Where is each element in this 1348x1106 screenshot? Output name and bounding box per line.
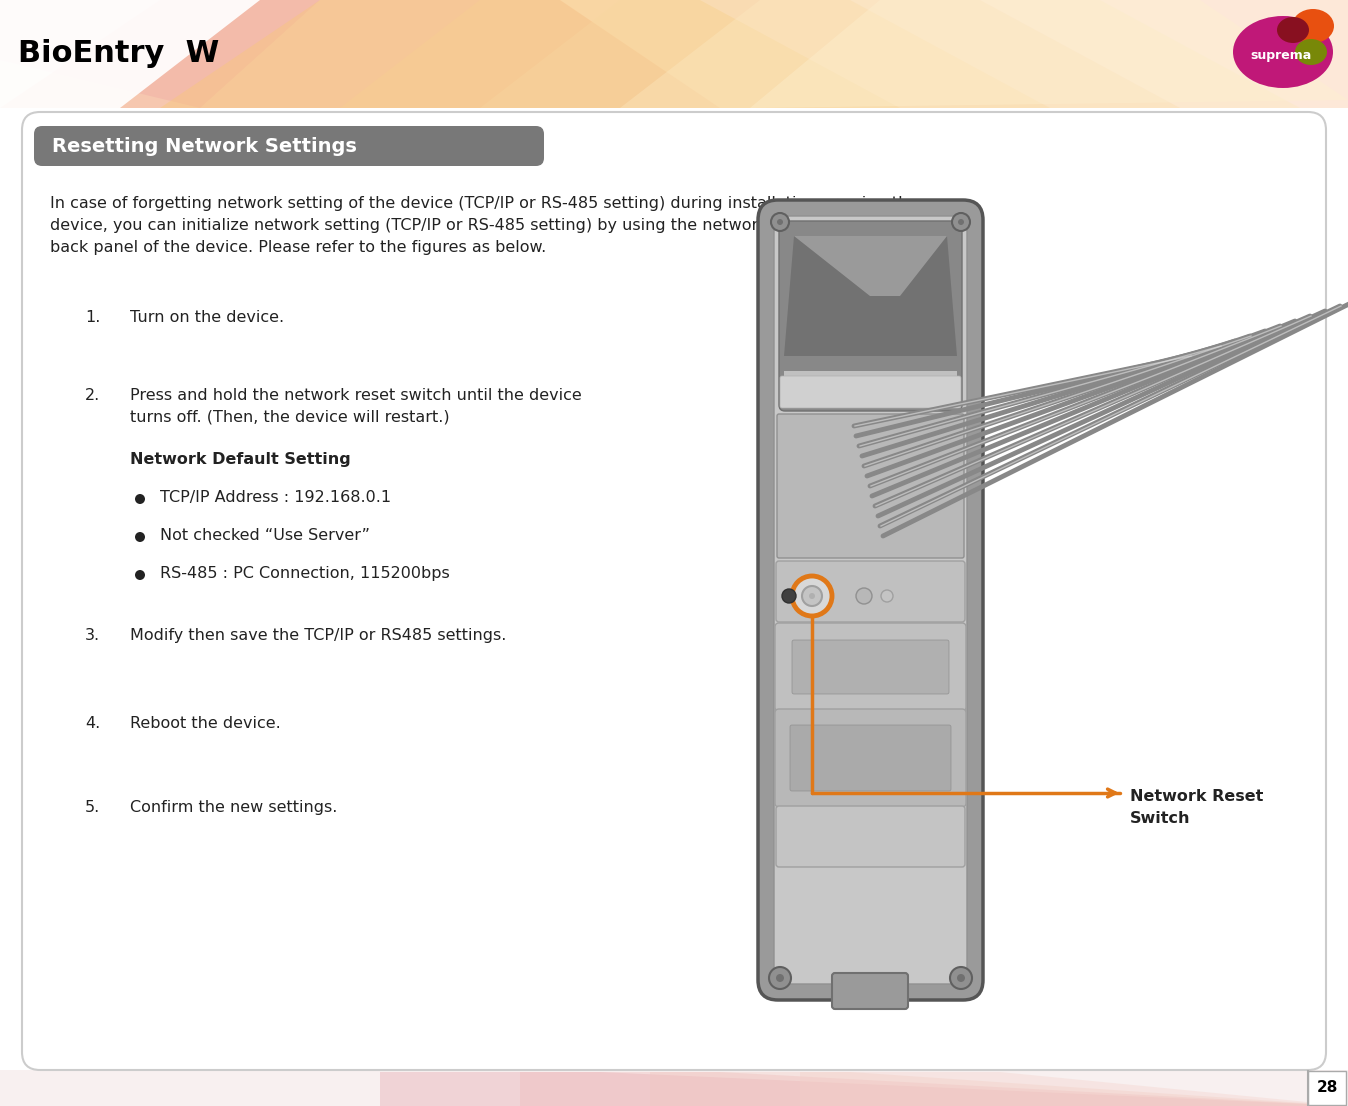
- Text: device, you can initialize network setting (TCP/IP or RS-485 setting) by using t: device, you can initialize network setti…: [50, 218, 926, 233]
- Circle shape: [882, 589, 892, 602]
- Circle shape: [771, 213, 789, 231]
- Circle shape: [958, 219, 964, 225]
- Bar: [0, 1070, 1348, 1106]
- Bar: [0, 0, 1348, 108]
- Text: 4.: 4.: [85, 716, 100, 731]
- Circle shape: [776, 219, 783, 225]
- Text: Network Default Setting: Network Default Setting: [129, 452, 350, 467]
- FancyBboxPatch shape: [776, 414, 964, 559]
- Polygon shape: [0, 0, 1348, 108]
- FancyBboxPatch shape: [779, 221, 962, 411]
- Circle shape: [952, 213, 971, 231]
- Polygon shape: [749, 0, 1348, 108]
- Text: Reboot the device.: Reboot the device.: [129, 716, 280, 731]
- Bar: [1308, 1071, 1347, 1105]
- Ellipse shape: [1295, 39, 1326, 65]
- Polygon shape: [0, 0, 720, 108]
- Circle shape: [957, 974, 965, 982]
- Circle shape: [856, 588, 872, 604]
- Text: 28: 28: [1316, 1081, 1337, 1096]
- Polygon shape: [480, 0, 1180, 108]
- FancyBboxPatch shape: [758, 200, 983, 1000]
- Text: 5.: 5.: [85, 800, 100, 815]
- Circle shape: [135, 532, 146, 542]
- Polygon shape: [620, 0, 1299, 108]
- Text: Switch: Switch: [1130, 811, 1190, 826]
- Polygon shape: [0, 0, 260, 108]
- Text: turns off. (Then, the device will restart.): turns off. (Then, the device will restar…: [129, 410, 450, 425]
- Polygon shape: [0, 0, 319, 108]
- Text: Press and hold the network reset switch until the device: Press and hold the network reset switch …: [129, 388, 582, 403]
- Polygon shape: [520, 1072, 1348, 1106]
- FancyBboxPatch shape: [776, 561, 965, 622]
- Text: TCP/IP Address : 192.168.0.1: TCP/IP Address : 192.168.0.1: [160, 490, 391, 505]
- Circle shape: [809, 593, 816, 599]
- Polygon shape: [799, 1072, 1348, 1106]
- Text: RS-485 : PC Connection, 115200bps: RS-485 : PC Connection, 115200bps: [160, 566, 450, 581]
- FancyBboxPatch shape: [832, 973, 909, 1009]
- Polygon shape: [160, 0, 900, 108]
- Polygon shape: [785, 236, 957, 356]
- FancyBboxPatch shape: [775, 709, 967, 807]
- Polygon shape: [380, 1072, 1348, 1106]
- Text: Not checked “Use Server”: Not checked “Use Server”: [160, 528, 369, 543]
- Ellipse shape: [1233, 15, 1333, 88]
- Bar: [785, 371, 957, 401]
- Text: In case of forgetting network setting of the device (TCP/IP or RS-485 setting) d: In case of forgetting network setting of…: [50, 196, 918, 211]
- Polygon shape: [340, 0, 1050, 108]
- Circle shape: [135, 494, 146, 504]
- Polygon shape: [650, 1072, 1348, 1106]
- FancyBboxPatch shape: [34, 126, 545, 166]
- Text: Modify then save the TCP/IP or RS485 settings.: Modify then save the TCP/IP or RS485 set…: [129, 628, 507, 643]
- Text: BioEntry  W: BioEntry W: [18, 40, 220, 69]
- Text: Network Reset: Network Reset: [1130, 789, 1263, 804]
- FancyBboxPatch shape: [780, 376, 961, 408]
- Text: suprema: suprema: [1251, 50, 1312, 63]
- Circle shape: [802, 586, 822, 606]
- FancyBboxPatch shape: [775, 623, 967, 711]
- Text: Confirm the new settings.: Confirm the new settings.: [129, 800, 337, 815]
- Polygon shape: [794, 236, 948, 296]
- FancyBboxPatch shape: [790, 726, 950, 791]
- Circle shape: [768, 967, 791, 989]
- Circle shape: [950, 967, 972, 989]
- Text: Turn on the device.: Turn on the device.: [129, 310, 284, 325]
- Text: 3.: 3.: [85, 628, 100, 643]
- Text: Resetting Network Settings: Resetting Network Settings: [53, 136, 357, 156]
- FancyBboxPatch shape: [774, 216, 967, 984]
- Text: 2.: 2.: [85, 388, 100, 403]
- Circle shape: [782, 589, 797, 603]
- Ellipse shape: [1291, 9, 1335, 43]
- Circle shape: [135, 570, 146, 580]
- Text: 1.: 1.: [85, 310, 100, 325]
- Circle shape: [776, 974, 785, 982]
- Text: back panel of the device. Please refer to the figures as below.: back panel of the device. Please refer t…: [50, 240, 546, 255]
- FancyBboxPatch shape: [22, 112, 1326, 1070]
- Ellipse shape: [1277, 17, 1309, 43]
- Circle shape: [793, 576, 832, 616]
- FancyBboxPatch shape: [776, 806, 965, 867]
- FancyBboxPatch shape: [793, 640, 949, 693]
